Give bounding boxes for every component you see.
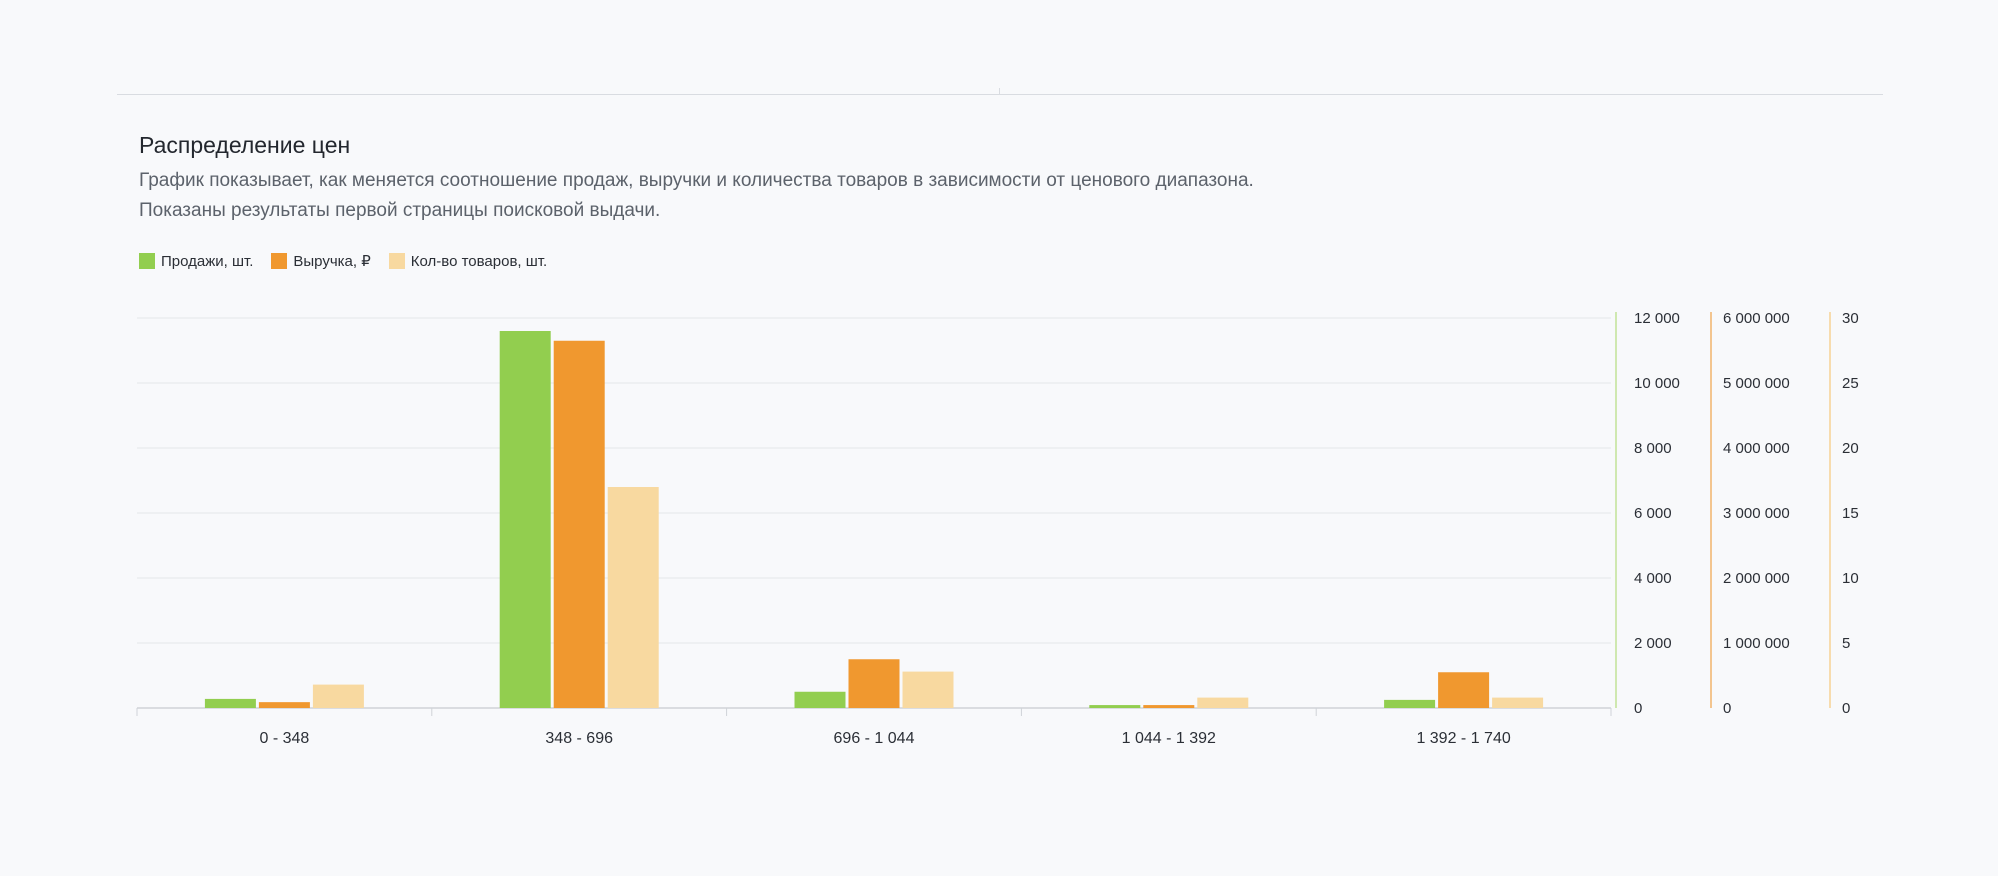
y-tick-label-sales: 8 000 bbox=[1634, 440, 1672, 457]
top-divider-tick bbox=[999, 88, 1000, 95]
y-tick-label-sales: 0 bbox=[1634, 700, 1642, 717]
y-tick-label-revenue: 3 000 000 bbox=[1723, 505, 1790, 522]
x-tick-label: 348 - 696 bbox=[545, 730, 613, 747]
top-divider bbox=[117, 94, 1883, 95]
y-tick-label-items: 5 bbox=[1842, 635, 1850, 652]
legend-label-revenue: Выручка, ₽ bbox=[293, 253, 371, 270]
bar-items bbox=[902, 671, 954, 708]
y-tick-label-sales: 12 000 bbox=[1634, 310, 1680, 327]
bar-sales bbox=[499, 331, 551, 708]
bar-items bbox=[1197, 697, 1249, 708]
chart-description: График показывает, как меняется соотноше… bbox=[139, 166, 1254, 226]
legend-swatch-sales bbox=[139, 253, 155, 269]
y-tick-label-items: 30 bbox=[1842, 310, 1859, 327]
y-tick-label-sales: 4 000 bbox=[1634, 570, 1672, 587]
y-tick-label-sales: 6 000 bbox=[1634, 505, 1672, 522]
x-tick-label: 1 044 - 1 392 bbox=[1122, 730, 1216, 747]
y-tick-label-sales: 10 000 bbox=[1634, 375, 1680, 392]
y-tick-label-revenue: 4 000 000 bbox=[1723, 440, 1790, 457]
description-line-1: График показывает, как меняется соотноше… bbox=[139, 170, 1254, 191]
y-tick-label-items: 10 bbox=[1842, 570, 1859, 587]
bar-items bbox=[1492, 697, 1544, 708]
y-tick-label-revenue: 0 bbox=[1723, 700, 1731, 717]
y-tick-label-revenue: 2 000 000 bbox=[1723, 570, 1790, 587]
y-tick-label-revenue: 1 000 000 bbox=[1723, 635, 1790, 652]
y-tick-label-revenue: 5 000 000 bbox=[1723, 375, 1790, 392]
y-tick-label-items: 20 bbox=[1842, 440, 1859, 457]
y-tick-label-items: 25 bbox=[1842, 375, 1859, 392]
bar-items bbox=[312, 684, 364, 708]
x-tick-label: 0 - 348 bbox=[259, 730, 309, 747]
chart-title: Распределение цен bbox=[139, 132, 351, 158]
bar-sales bbox=[1384, 699, 1436, 708]
y-tick-label-sales: 2 000 bbox=[1634, 635, 1672, 652]
bar-revenue bbox=[1143, 705, 1195, 708]
bar-sales bbox=[1089, 705, 1141, 708]
legend-item-sales[interactable]: Продажи, шт. bbox=[139, 253, 253, 270]
bar-sales bbox=[204, 698, 256, 708]
description-line-2: Показаны результаты первой страницы поис… bbox=[139, 200, 661, 221]
x-tick-label: 1 392 - 1 740 bbox=[1416, 730, 1510, 747]
bar-items bbox=[607, 487, 659, 708]
bar-sales bbox=[794, 691, 846, 708]
y-tick-label-revenue: 6 000 000 bbox=[1723, 310, 1790, 327]
bar-revenue bbox=[848, 659, 900, 708]
legend-swatch-items bbox=[388, 253, 405, 269]
legend-swatch-revenue bbox=[271, 253, 288, 269]
legend-label-items: Кол-во товаров, шт. bbox=[410, 252, 548, 270]
legend-item-revenue[interactable]: Выручка, ₽ bbox=[271, 252, 371, 270]
legend-item-items[interactable]: Кол-во товаров, шт. bbox=[388, 252, 548, 270]
bar-revenue bbox=[258, 702, 310, 708]
y-tick-label-items: 0 bbox=[1842, 700, 1850, 717]
bar-revenue bbox=[1438, 672, 1490, 708]
bar-revenue bbox=[553, 340, 605, 708]
x-tick-label: 696 - 1 044 bbox=[834, 730, 915, 747]
legend-label-sales: Продажи, шт. bbox=[161, 252, 254, 270]
chart-legend: Продажи, шт. Выручка, ₽ Кол-во товаров, … bbox=[139, 252, 547, 270]
y-tick-label-items: 15 bbox=[1842, 505, 1859, 522]
